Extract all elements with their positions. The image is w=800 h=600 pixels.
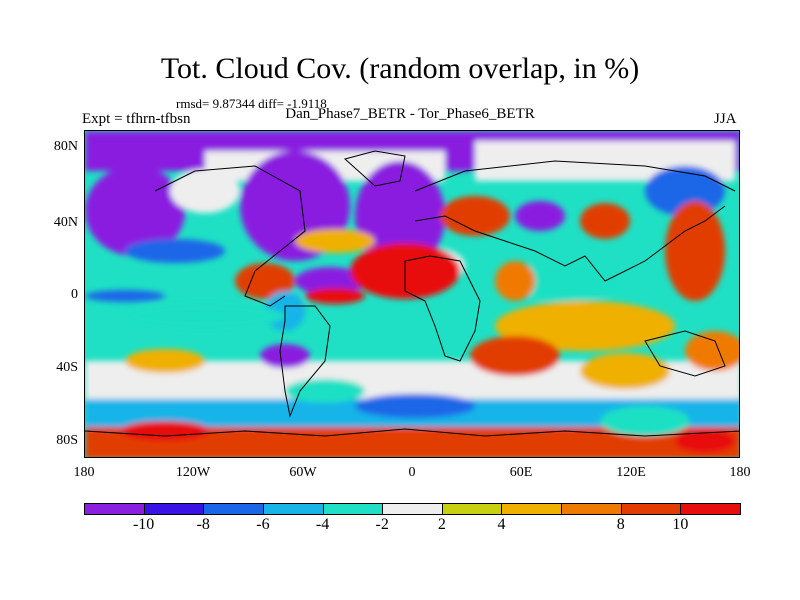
colorbar-label: 4 (497, 516, 506, 533)
lat-tick-label: 40S (56, 360, 78, 375)
colorbar-swatch (680, 503, 741, 515)
lon-tick-label: 180 (729, 465, 751, 480)
colorbar-swatch (441, 503, 503, 515)
lon-tick-label: 180 (73, 465, 95, 480)
experiment-label: Expt = tfhrn-tfbsn (82, 111, 191, 127)
map-panel (84, 130, 740, 458)
colorbar-swatch (203, 503, 264, 515)
difference-field (85, 131, 739, 457)
colorbar-label: 2 (437, 516, 446, 533)
colorbar-label: 8 (616, 516, 625, 533)
colorbar-label: 10 (672, 516, 689, 533)
colorbar-label: -4 (315, 516, 330, 533)
colorbar (84, 503, 741, 515)
colorbar-label: -8 (196, 516, 210, 533)
map-title: Tot. Cloud Cov. (random overlap, in %) (160, 52, 640, 85)
colorbar-swatch (143, 503, 205, 515)
lat-tick-label: 80N (53, 139, 78, 154)
lon-tick-label: 60E (509, 465, 533, 480)
lat-tick-label: 80S (56, 433, 78, 448)
lat-tick-label: 40N (53, 215, 78, 230)
season-label: JJA (714, 111, 737, 127)
colorbar-swatch (382, 503, 443, 515)
colorbar-swatch (84, 503, 145, 515)
colorbar-label: -10 (132, 516, 155, 533)
stats-text: rmsd= 9.87344 diff= -1.9118 (176, 96, 327, 111)
lon-tick-label: 120E (616, 465, 646, 480)
difference-label: Dan_Phase7_BETR - Tor_Phase6_BETR (285, 106, 535, 122)
coastlines (85, 150, 739, 437)
colorbar-label: -2 (375, 516, 389, 533)
lon-tick-label: 60W (289, 465, 317, 480)
lon-tick-label: 0 (408, 465, 416, 480)
colorbar-swatch (561, 503, 622, 515)
colorbar-label: -6 (256, 516, 270, 533)
lon-tick-label: 120W (175, 465, 211, 480)
colorbar-swatch (322, 503, 384, 515)
colorbar-swatch (262, 503, 324, 515)
lat-tick-label: 0 (71, 287, 78, 302)
colorbar-swatch (501, 503, 563, 515)
cloud-cover-difference-map (85, 131, 739, 457)
colorbar-swatch (620, 503, 682, 515)
